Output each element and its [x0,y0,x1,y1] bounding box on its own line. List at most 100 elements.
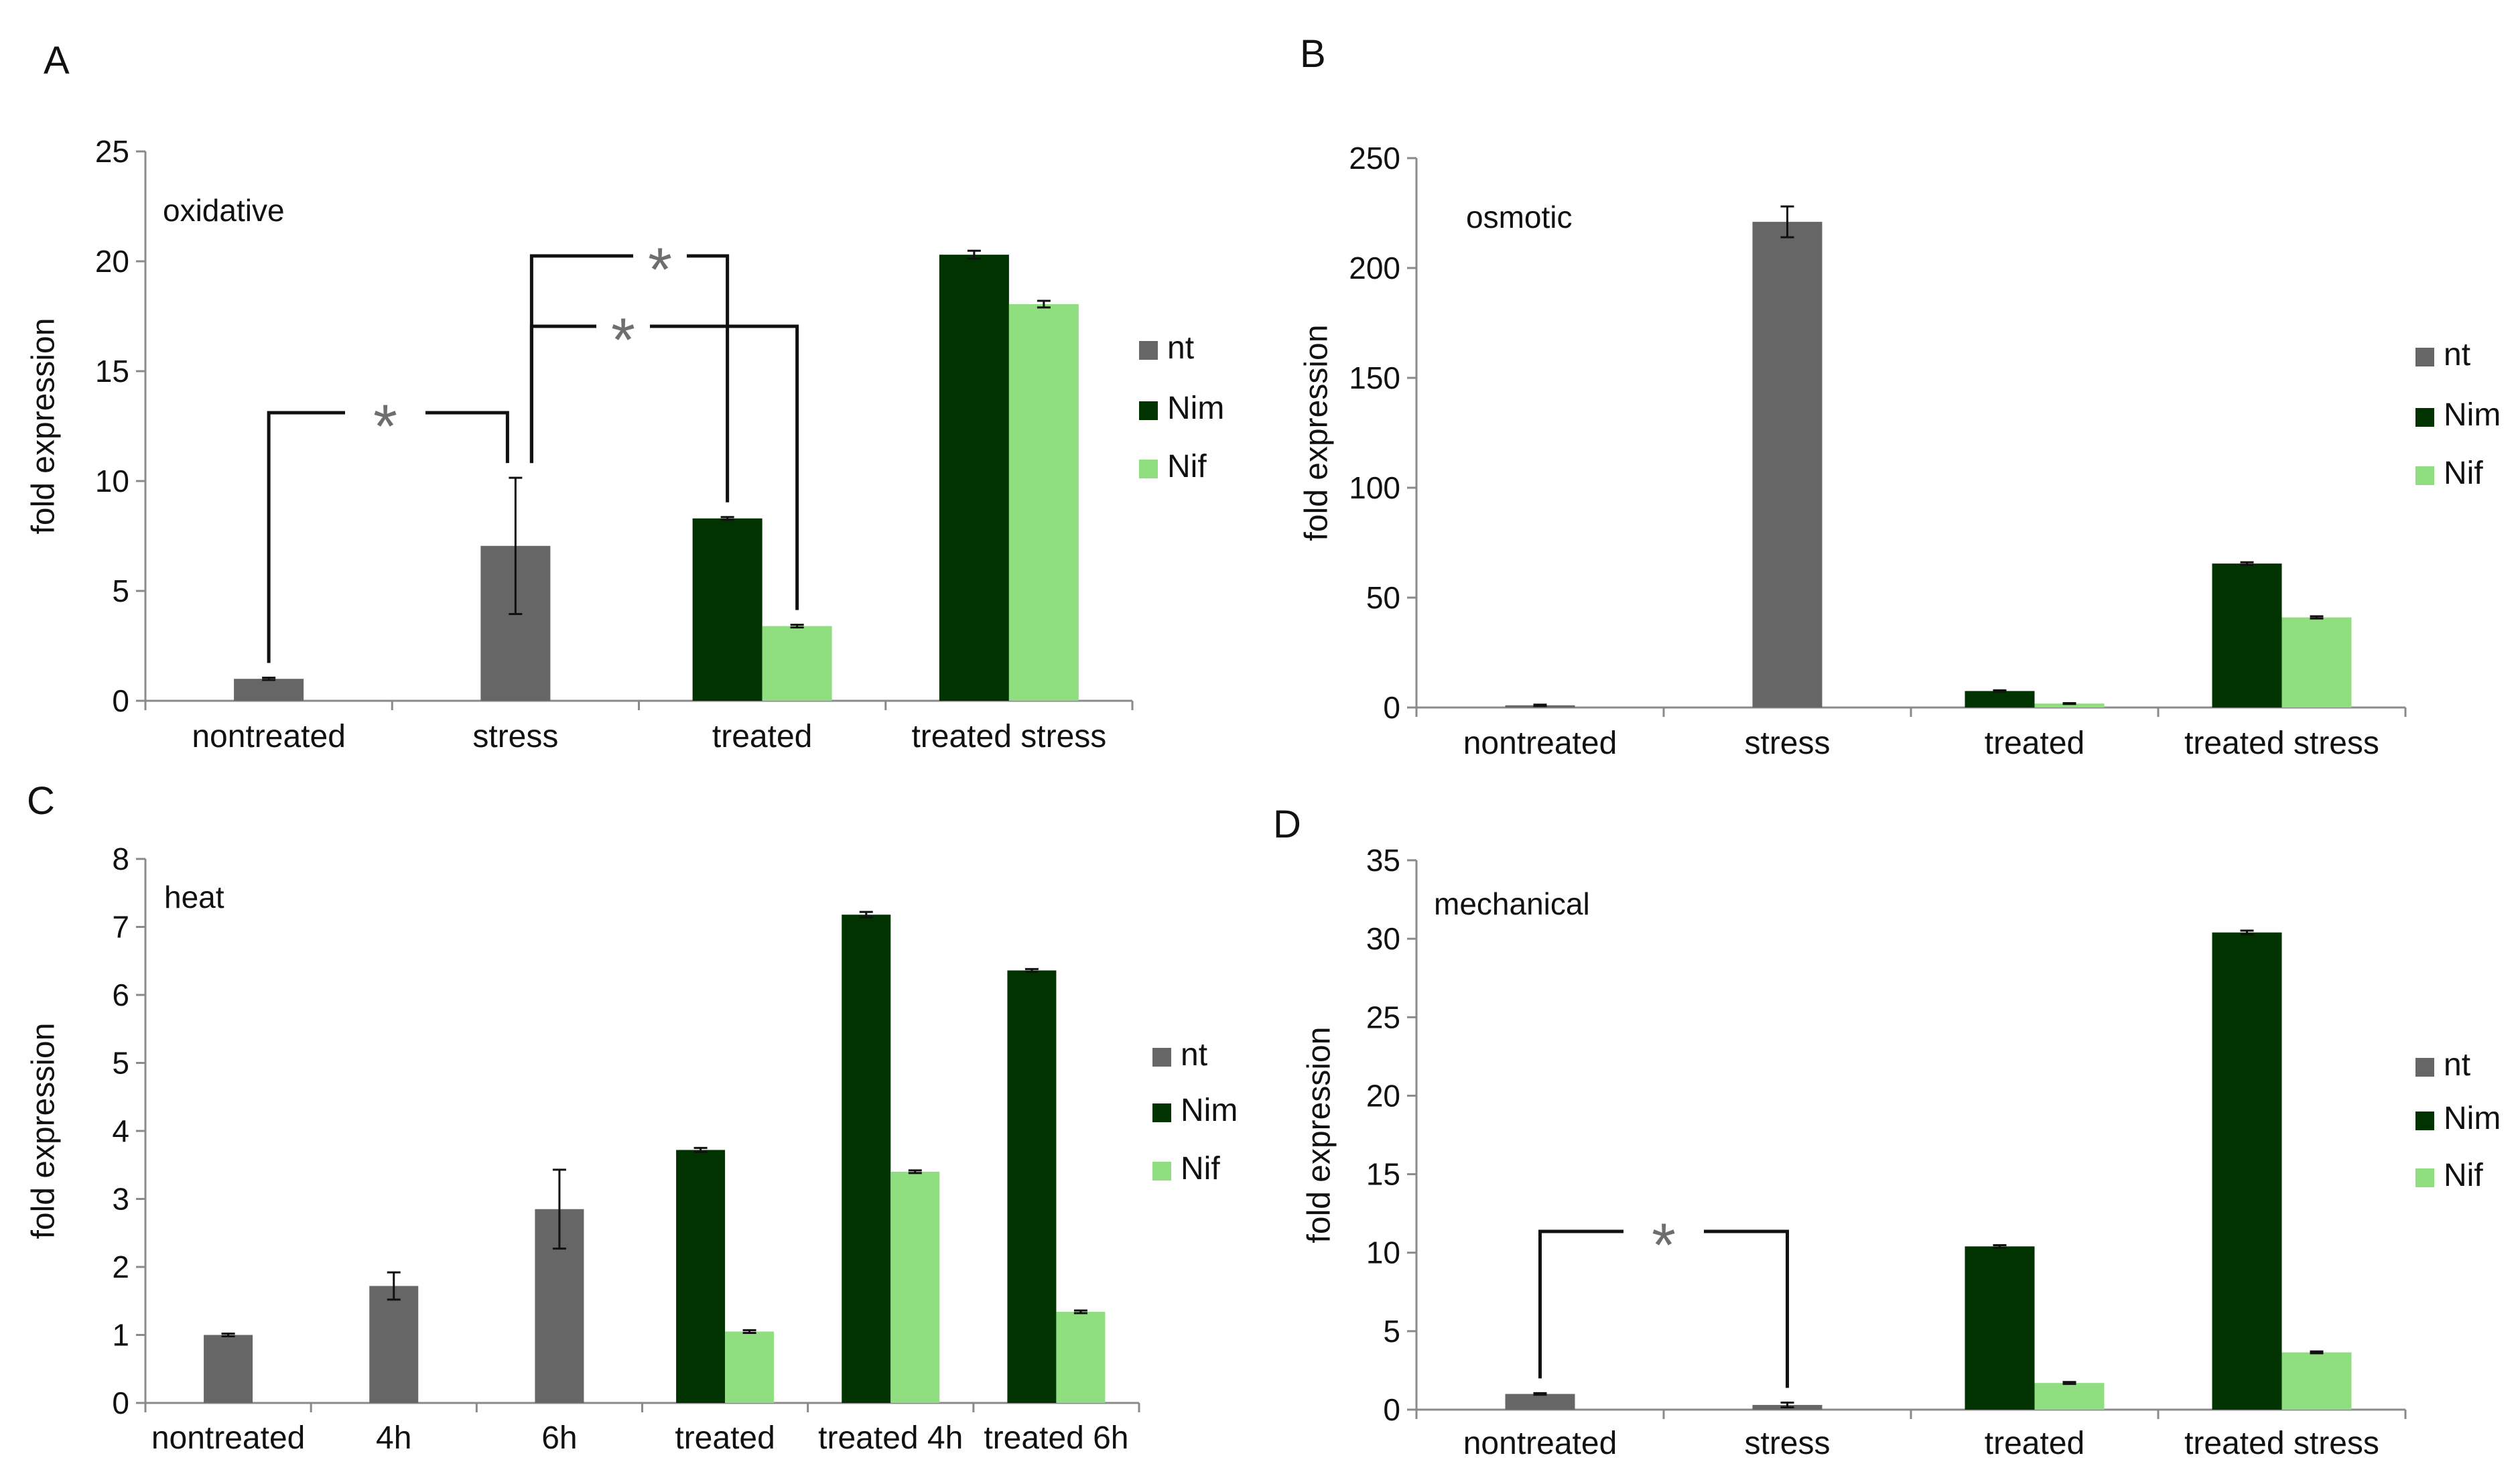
x-tick-label: treated [1985,726,2084,761]
bar-nim-treated [1965,1246,2035,1410]
x-tick-label: nontreated [151,1420,306,1456]
bar-nim-treated-4h [842,915,891,1403]
legend-label-nif: Nif [2444,456,2483,491]
x-tick-label: treated stress [2184,726,2379,761]
legend-label-nim: Nim [1167,391,1224,426]
legend-label-nt: nt [2444,337,2470,373]
bar-nt-4h [369,1286,419,1403]
bar-nif-treated-stress [1008,304,1079,701]
panel-letter: D [1273,803,1301,846]
legend-label-nim: Nim [2444,397,2501,433]
bar-nim-treated-6h [1007,970,1057,1403]
y-tick-label: 20 [95,244,129,279]
y-tick-label: 25 [1366,1000,1400,1034]
panel-letter: C [27,779,55,823]
bar-nif-treated [2034,1383,2105,1410]
y-tick-label: 5 [112,1046,129,1081]
panel-letter: B [1300,32,1326,76]
y-tick-label: 250 [1349,141,1400,176]
x-tick-label: stress [1744,726,1830,761]
legend-swatch-nif [2415,466,2434,485]
bar-nim-treated-stress [2212,932,2282,1410]
panel-title: heat [164,880,224,915]
significance-bracket [1538,1229,1789,1388]
legend-swatch-nif [2415,1168,2434,1187]
y-tick-label: 50 [1366,580,1400,615]
bar-nif-treated-stress [2281,1352,2352,1410]
panel-letter: A [44,39,70,82]
y-tick-label: 0 [1383,1392,1400,1427]
y-tick-label: 0 [1383,690,1400,725]
legend-swatch-nif [1152,1162,1171,1181]
significance-star: * [1652,1211,1676,1280]
y-tick-label: 5 [1383,1314,1400,1349]
y-tick-label: 2 [112,1250,129,1284]
legend-swatch-nim [2415,1112,2434,1130]
x-tick-label: treated stress [911,719,1106,754]
panel-title: oxidative [163,193,285,228]
y-tick-label: 0 [112,683,129,718]
y-axis-title: fold expression [1302,1027,1337,1243]
y-axis-title: fold expression [26,318,62,535]
y-tick-label: 1 [112,1318,129,1353]
legend-swatch-nim [1139,401,1158,420]
significance-star: * [373,393,397,461]
significance-bracket [529,254,730,502]
y-tick-label: 150 [1349,360,1400,395]
significance-star: * [611,306,635,375]
legend-label-nim: Nim [2444,1101,2501,1136]
y-tick-label: 7 [112,910,129,945]
y-tick-label: 10 [1366,1235,1400,1270]
y-tick-label: 15 [1366,1157,1400,1192]
bar-nif-treated-stress [2281,617,2352,708]
bar-nt-stress [1752,222,1822,708]
legend-swatch-nim [1152,1103,1171,1122]
x-tick-label: treated stress [2184,1426,2379,1461]
x-tick-label: 4h [376,1420,411,1456]
y-tick-label: 5 [112,574,129,608]
x-tick-label: stress [1744,1426,1830,1461]
y-tick-label: 10 [95,464,129,498]
y-tick-label: 20 [1366,1078,1400,1113]
x-tick-label: treated 6h [984,1420,1128,1456]
y-axis-title: fold expression [26,1023,62,1239]
bar-nif-treated [762,626,832,701]
panel-title: osmotic [1466,200,1572,234]
bar-nt-nontreated [1505,1394,1575,1410]
y-tick-label: 4 [112,1114,129,1148]
significance-bracket [267,411,509,663]
x-tick-label: treated [712,719,812,754]
bar-nim-treated [676,1150,726,1403]
bar-nt-nontreated [204,1335,253,1403]
x-tick-label: nontreated [1463,1426,1617,1461]
y-tick-label: 35 [1366,843,1400,878]
x-tick-label: nontreated [1463,726,1617,761]
bar-nim-treated-stress [939,255,1009,701]
y-tick-label: 0 [112,1386,129,1420]
bar-nif-treated-4h [890,1171,940,1403]
x-tick-label: 6h [541,1420,577,1456]
legend-label-nt: nt [2444,1047,2470,1083]
y-tick-label: 6 [112,978,129,1012]
x-tick-label: treated [675,1420,775,1456]
legend-label-nt: nt [1167,330,1194,366]
y-tick-label: 100 [1349,470,1400,505]
x-tick-label: nontreated [192,719,346,754]
y-tick-label: 30 [1366,921,1400,956]
bar-nif-treated-6h [1056,1311,1106,1403]
legend-label-nif: Nif [2444,1158,2483,1193]
bar-nif-treated [2034,703,2105,708]
legend-swatch-nt [1139,341,1158,360]
bar-nif-treated [725,1331,775,1403]
bar-nim-treated-stress [2212,563,2282,708]
legend-swatch-nt [2415,348,2434,366]
y-tick-label: 8 [112,841,129,876]
bar-nim-treated [692,518,762,701]
bar-nt-nontreated [234,679,304,701]
legend-label-nim: Nim [1181,1093,1238,1128]
y-tick-label: 15 [95,354,129,389]
x-tick-label: stress [472,719,558,754]
legend-swatch-nim [2415,408,2434,427]
